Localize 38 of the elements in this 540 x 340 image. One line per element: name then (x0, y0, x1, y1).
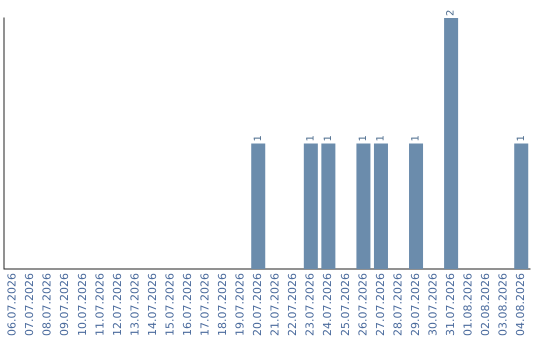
x-tick-label: 23.07.2026 (304, 273, 317, 336)
x-tick-label: 28.07.2026 (391, 273, 404, 336)
data-label: 1 (322, 135, 334, 142)
x-tick-label: 22.07.2026 (286, 273, 300, 336)
x-tick-label: 13.07.2026 (128, 273, 142, 336)
x-tick-label: 25.07.2026 (338, 273, 352, 336)
x-tick-label: 18.07.2026 (216, 273, 230, 336)
x-tick-label: 04.08.2026 (514, 273, 528, 336)
x-tick-label: 02.08.2026 (479, 273, 492, 336)
x-tick-label: 31.07.2026 (444, 273, 457, 336)
data-label: 1 (516, 135, 527, 142)
x-tick-label: 10.07.2026 (76, 273, 89, 336)
x-tick-label: 11.07.2026 (93, 273, 106, 336)
x-tick-label: 20.07.2026 (251, 273, 264, 336)
x-tick-label: 27.07.2026 (374, 273, 387, 336)
data-label: 1 (376, 135, 387, 142)
x-tick-label: 17.07.2026 (198, 273, 212, 336)
x-tick-label: 24.07.2026 (321, 273, 334, 336)
x-tick-label: 07.07.2026 (23, 273, 36, 336)
data-label: 2 (446, 10, 457, 16)
data-label: 1 (305, 135, 316, 142)
x-tick-label: 30.07.2026 (426, 273, 440, 336)
x-tick-label: 09.07.2026 (58, 273, 72, 336)
x-tick-label: 06.07.2026 (6, 273, 19, 336)
x-tick-label: 15.07.2026 (163, 273, 176, 336)
x-tick-label: 21.07.2026 (268, 273, 282, 336)
data-label: 1 (410, 135, 422, 142)
x-tick-label: 16.07.2026 (180, 273, 194, 336)
x-tick-label: 01.08.2026 (461, 273, 474, 336)
data-label: 1 (252, 135, 264, 142)
x-tick-label: 08.07.2026 (40, 273, 54, 336)
x-tick-label: 03.08.2026 (496, 273, 510, 336)
x-tick-label: 14.07.2026 (146, 273, 159, 336)
x-tick-label: 19.07.2026 (234, 273, 247, 336)
x-tick-label: 29.07.2026 (408, 273, 422, 336)
x-tick-label: 26.07.2026 (356, 273, 370, 336)
x-tick-label: 12.07.2026 (110, 273, 124, 336)
data-label: 1 (358, 135, 370, 142)
